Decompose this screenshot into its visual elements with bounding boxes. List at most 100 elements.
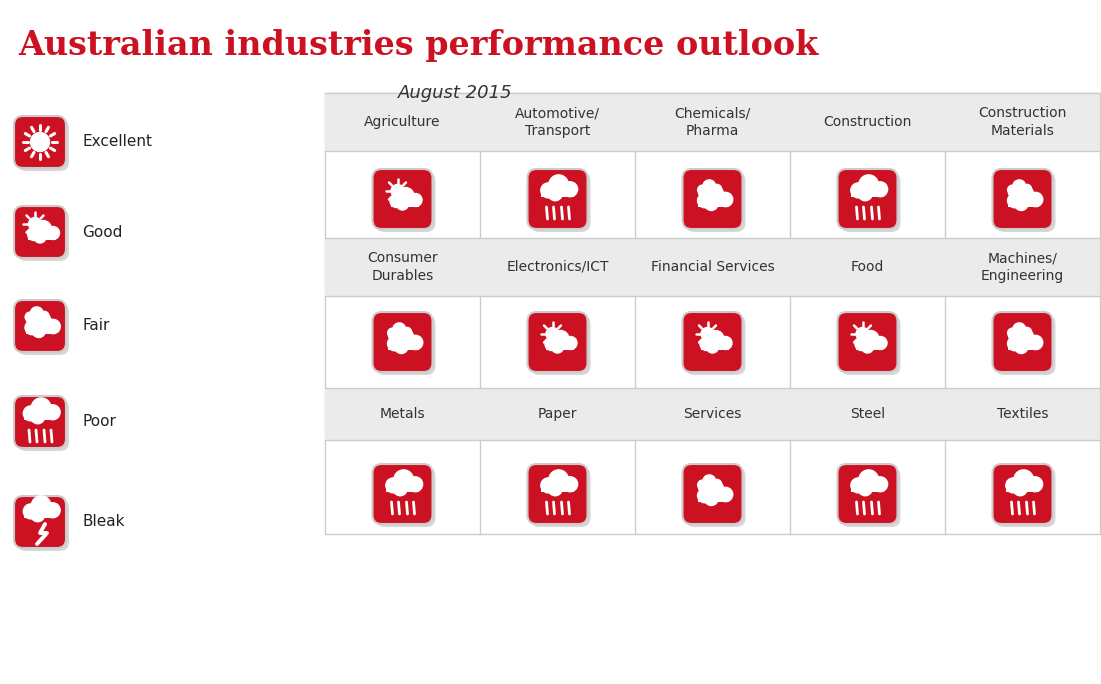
FancyBboxPatch shape — [375, 467, 436, 527]
Circle shape — [29, 218, 42, 231]
Text: Machines/
Engineering: Machines/ Engineering — [981, 251, 1065, 283]
FancyBboxPatch shape — [840, 315, 901, 375]
Text: August 2015: August 2015 — [397, 84, 512, 102]
Circle shape — [719, 337, 732, 350]
Circle shape — [541, 478, 556, 493]
Circle shape — [408, 335, 423, 350]
Bar — [1009, 189, 1029, 194]
FancyBboxPatch shape — [686, 315, 745, 375]
Circle shape — [707, 330, 724, 347]
FancyBboxPatch shape — [995, 467, 1056, 527]
Text: Poor: Poor — [81, 415, 116, 430]
Circle shape — [392, 331, 402, 340]
Circle shape — [393, 482, 407, 496]
Circle shape — [707, 341, 719, 353]
Circle shape — [1007, 194, 1022, 208]
Circle shape — [700, 337, 713, 350]
FancyBboxPatch shape — [17, 209, 69, 261]
FancyBboxPatch shape — [372, 312, 433, 372]
Circle shape — [393, 323, 405, 336]
Text: Automotive/
Transport: Automotive/ Transport — [515, 106, 600, 138]
Circle shape — [396, 198, 408, 210]
Circle shape — [30, 315, 39, 324]
Bar — [698, 189, 719, 194]
Circle shape — [40, 311, 50, 321]
Circle shape — [873, 477, 887, 492]
Bar — [25, 315, 46, 321]
Circle shape — [1015, 186, 1034, 205]
Circle shape — [706, 481, 724, 499]
FancyBboxPatch shape — [372, 464, 433, 524]
Circle shape — [402, 328, 412, 337]
Circle shape — [851, 183, 865, 198]
Bar — [1006, 483, 1038, 492]
Circle shape — [1013, 187, 1022, 197]
Circle shape — [702, 187, 711, 197]
FancyBboxPatch shape — [527, 464, 588, 524]
Circle shape — [706, 186, 724, 205]
Circle shape — [564, 337, 577, 350]
Text: Construction
Materials: Construction Materials — [979, 106, 1067, 138]
FancyBboxPatch shape — [840, 467, 901, 527]
Bar — [1009, 332, 1029, 337]
Text: Paper: Paper — [537, 407, 577, 421]
FancyBboxPatch shape — [375, 315, 436, 375]
Bar — [325, 388, 1100, 440]
Text: Food: Food — [851, 260, 884, 274]
Circle shape — [545, 337, 558, 350]
Bar — [542, 188, 574, 197]
FancyBboxPatch shape — [14, 300, 66, 352]
Text: Consumer
Durables: Consumer Durables — [368, 251, 438, 283]
Circle shape — [874, 337, 887, 350]
Circle shape — [390, 194, 403, 207]
Circle shape — [31, 496, 51, 516]
Circle shape — [1007, 337, 1022, 351]
Circle shape — [548, 482, 563, 496]
Circle shape — [855, 328, 869, 341]
Bar — [698, 198, 729, 207]
Circle shape — [862, 330, 879, 347]
Bar — [1009, 198, 1039, 207]
Circle shape — [549, 470, 568, 490]
Circle shape — [1028, 335, 1043, 350]
FancyBboxPatch shape — [992, 312, 1053, 372]
Bar — [25, 326, 56, 334]
Circle shape — [859, 470, 879, 490]
Text: Fair: Fair — [81, 319, 109, 334]
FancyBboxPatch shape — [838, 312, 897, 372]
Circle shape — [1006, 478, 1021, 493]
Circle shape — [1015, 329, 1034, 347]
FancyBboxPatch shape — [14, 496, 66, 548]
Circle shape — [698, 194, 712, 208]
Circle shape — [25, 312, 35, 322]
Text: Services: Services — [684, 407, 742, 421]
Circle shape — [563, 182, 578, 197]
Bar — [388, 341, 418, 350]
FancyBboxPatch shape — [527, 169, 588, 229]
Bar — [24, 509, 56, 518]
Text: Steel: Steel — [850, 407, 885, 421]
FancyBboxPatch shape — [992, 464, 1053, 524]
Circle shape — [705, 197, 718, 211]
Circle shape — [705, 492, 718, 505]
Circle shape — [23, 504, 39, 519]
Circle shape — [1022, 328, 1032, 337]
FancyBboxPatch shape — [992, 169, 1053, 229]
Circle shape — [408, 194, 422, 207]
Circle shape — [28, 228, 41, 241]
Circle shape — [31, 307, 43, 319]
Bar — [1009, 341, 1039, 350]
Circle shape — [1013, 323, 1026, 336]
FancyBboxPatch shape — [17, 119, 69, 171]
Circle shape — [549, 175, 568, 194]
Circle shape — [46, 226, 59, 239]
Circle shape — [701, 328, 715, 341]
Circle shape — [712, 185, 721, 194]
Circle shape — [1013, 180, 1026, 193]
Circle shape — [395, 329, 414, 347]
Circle shape — [548, 187, 563, 200]
Circle shape — [546, 328, 559, 341]
Text: Excellent: Excellent — [81, 135, 152, 150]
FancyBboxPatch shape — [527, 312, 588, 372]
Circle shape — [541, 183, 556, 198]
